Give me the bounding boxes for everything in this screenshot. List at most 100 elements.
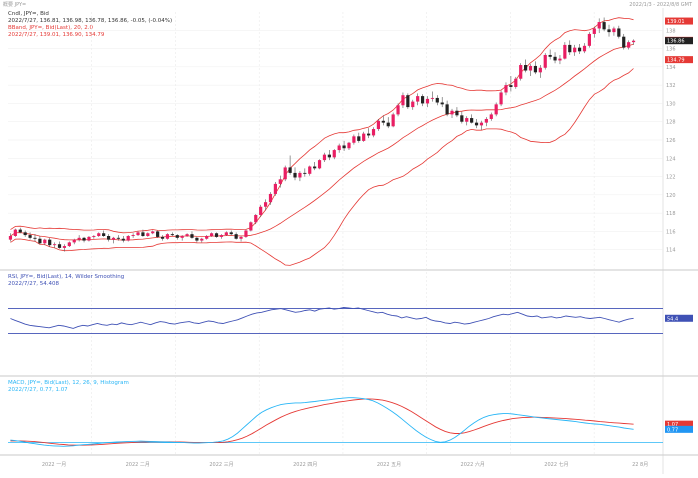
candle-body [553,56,557,61]
candle-body [455,110,459,116]
candle-body [376,120,381,130]
macd-badge-label: 0.77 [667,427,678,433]
candle-body [239,236,243,239]
candle-body [151,231,155,234]
candle-body [602,22,606,30]
candle-body [332,150,336,158]
candle-body [612,28,616,33]
price-tick-label: 138 [666,28,676,34]
price-tick-label: 128 [666,120,676,126]
candle-body [8,236,13,240]
bband-header-1: BBand, JPY=, Bid(Last), 20, 2.0 [8,25,93,31]
candle-body [484,118,488,123]
candle-body [53,244,57,246]
price-tick-label: 116 [666,229,676,235]
candle-body [509,85,513,87]
candle-body [563,44,567,59]
candle-body [136,232,140,236]
candle-body [190,234,194,238]
price-tick-label: 126 [666,138,676,144]
candle-body [337,145,341,151]
axis-labels: 114 116 118 120 122 124 126 128 130 132 134 136 138 2… [42,28,676,468]
candle-body [62,246,67,248]
candle-body [362,133,366,141]
candle-body [416,96,420,102]
candle-body [28,235,32,238]
candle-body [244,230,248,237]
candle-body [195,237,199,241]
candle-body [440,102,444,105]
candle-body [175,235,179,238]
candle-body [317,160,322,169]
candle-body [38,238,42,244]
macd-series [8,397,663,447]
candle-body [87,236,91,241]
candle-body [92,236,96,237]
price-header-1: Cndl, JPY=, Bid [8,11,49,17]
candle-body [592,28,596,34]
price-tick-label: 132 [666,83,676,89]
candle-body [48,239,52,246]
candle-body [391,114,395,127]
candle-body [381,120,385,123]
price-badge [665,56,693,64]
candle-body [342,145,346,149]
candle-body [568,44,572,53]
price-tick-label: 136 [666,47,676,53]
x-axis-label: 2022 二月 [126,462,150,468]
candle-body [288,167,292,173]
candle-body [617,28,621,37]
candle-body [298,172,302,178]
price-tick-label: 134 [666,65,676,71]
candle-body [396,105,400,115]
candle-body [111,237,116,240]
price-tick-label: 118 [666,211,676,217]
candle-body [435,97,439,103]
macd-badge [665,425,693,433]
macd-header-1: MACD, JPY=, Bid(Last), 12, 26, 9, Histog… [8,380,129,386]
candle-body [180,236,184,238]
price-badge [665,37,693,45]
price-tick-label: 120 [666,193,676,199]
candle-body [303,172,307,174]
candle-body [254,214,258,223]
macd-badge [665,420,693,428]
candle-body [406,95,410,108]
candle-body [18,229,22,233]
candle-body [146,233,150,236]
candle-body [126,236,130,241]
macd-signal-line [10,398,634,446]
candle-body [627,42,631,48]
candle-body [543,54,547,68]
candle-body [322,154,327,161]
candle-body [371,129,376,136]
candle-body [489,114,493,119]
candle-body [165,234,170,239]
candle-body [273,183,277,194]
candle-body [411,101,415,108]
candle-body [33,237,37,239]
candle-body [352,136,356,143]
candle-body [97,233,101,236]
candle-body [425,98,430,104]
price-tick-label: 122 [666,175,676,181]
candle-body [293,172,297,178]
candle-body [57,244,62,248]
candle-body [234,234,238,239]
candle-body [538,67,542,73]
candle-body [278,179,282,184]
rsi-header-1: RSI, JPY=, Bid(Last), 14, Wilder Smoothi… [8,274,124,280]
candle-body [214,233,219,237]
price-tick-label: 130 [666,101,676,107]
candle-body [200,238,204,241]
rsi-badge [665,314,693,322]
price-badge-label: 136.86 [667,39,685,45]
candle-body [533,65,538,73]
candle-body [582,45,587,52]
bband-upper-line [10,17,634,234]
candle-body [622,36,626,48]
candle-body [67,242,71,247]
candle-body [474,122,479,126]
candle-body [607,29,611,33]
